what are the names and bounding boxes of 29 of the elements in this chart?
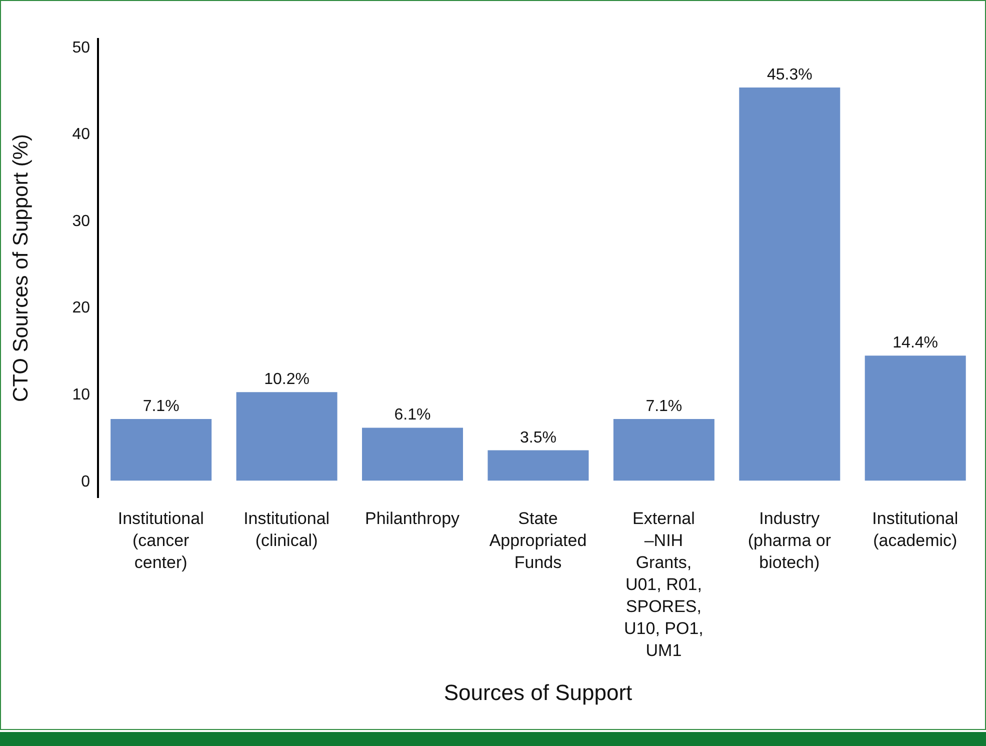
bar	[488, 450, 589, 481]
data-label: 7.1%	[142, 398, 180, 416]
x-tick-label: Institutional (academic)	[872, 509, 958, 550]
x-tick-label: Institutional (clinical)	[244, 509, 330, 550]
y-tick-label: 0	[81, 473, 90, 490]
data-label: 6.1%	[394, 406, 431, 424]
bar	[362, 428, 463, 481]
data-label: 10.2%	[264, 371, 310, 388]
bar	[236, 392, 338, 481]
data-label: 7.1%	[646, 398, 682, 416]
bar	[739, 87, 840, 481]
y-tick-label: 50	[72, 39, 90, 56]
x-tick-label: External –NIH Grants, U01, R01, SPORES, U10, PO1, UM1	[624, 509, 704, 660]
bar	[613, 419, 714, 481]
y-axis-title: CTO Sources of Support (%)	[9, 134, 32, 402]
y-tick-label: 20	[72, 300, 90, 317]
bar	[864, 356, 966, 481]
data-label: 14.4%	[892, 334, 938, 352]
y-tick-label: 10	[72, 386, 90, 404]
x-tick-label: Philanthropy	[365, 509, 460, 528]
y-tick-label: 40	[72, 126, 90, 144]
x-tick-label: Industry (pharma or biotech)	[748, 509, 832, 572]
x-tick-label: Institutional (cancer center)	[118, 509, 204, 572]
x-axis-title: Sources of Support	[444, 680, 632, 705]
data-label: 3.5%	[520, 429, 556, 446]
bar	[110, 419, 212, 481]
x-tick-label: State Appropriated Funds	[489, 509, 587, 572]
data-label: 45.3%	[766, 66, 812, 84]
y-tick-label: 30	[72, 212, 90, 230]
